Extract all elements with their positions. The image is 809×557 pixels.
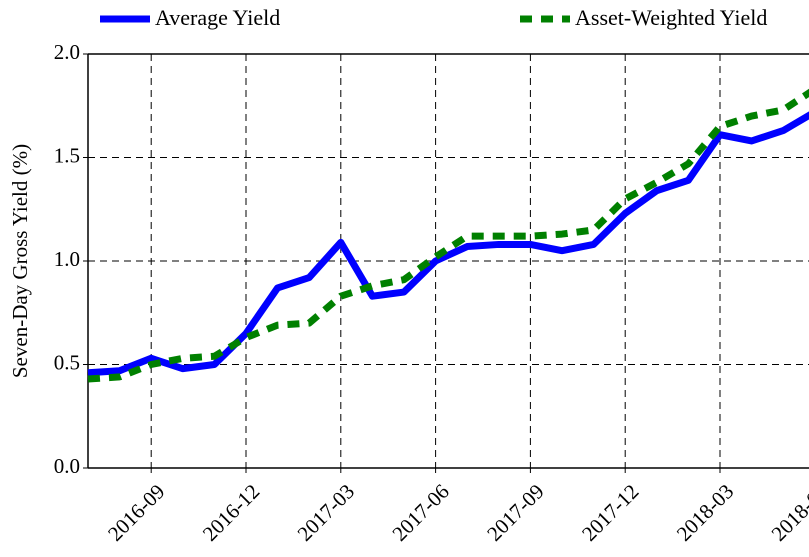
legend-label: Average Yield bbox=[155, 5, 280, 30]
legend-label: Asset-Weighted Yield bbox=[575, 5, 767, 30]
y-axis-label: Seven-Day Gross Yield (%) bbox=[8, 144, 32, 378]
y-tick-label: 1.5 bbox=[54, 143, 80, 167]
series-line bbox=[87, 111, 809, 377]
series-line bbox=[87, 88, 809, 383]
x-tick-label: 2017-06 bbox=[387, 479, 453, 545]
x-tick-label: 2018-03 bbox=[672, 479, 738, 545]
y-tick-label: 0.0 bbox=[54, 454, 80, 478]
x-tick-label: 2017-03 bbox=[293, 479, 359, 545]
x-tick-label: 2016-09 bbox=[103, 479, 169, 545]
y-tick-label: 2.0 bbox=[54, 40, 80, 64]
x-tick-label: 2016-12 bbox=[198, 479, 264, 545]
x-tick-label: 2017-12 bbox=[577, 479, 643, 545]
x-tick-label: 2018-06 bbox=[767, 479, 809, 545]
y-tick-label: 1.0 bbox=[54, 247, 80, 271]
x-tick-label: 2017-09 bbox=[482, 479, 548, 545]
y-tick-label: 0.5 bbox=[54, 350, 80, 374]
